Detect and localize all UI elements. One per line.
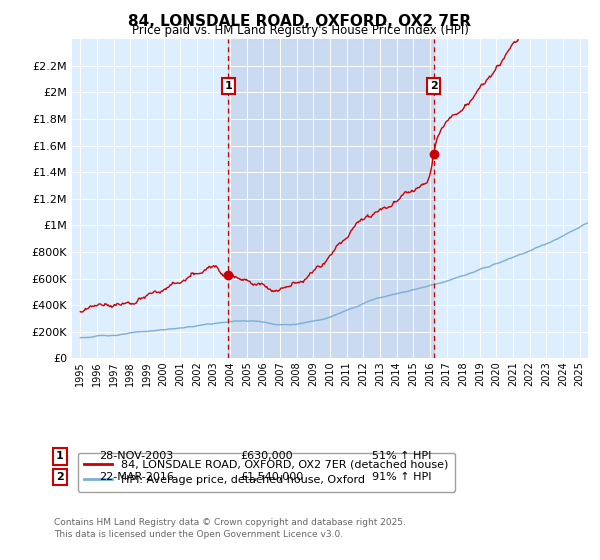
Text: 2: 2 <box>56 472 64 482</box>
Text: 22-MAR-2016: 22-MAR-2016 <box>99 472 174 482</box>
Text: Contains HM Land Registry data © Crown copyright and database right 2025.
This d: Contains HM Land Registry data © Crown c… <box>54 518 406 539</box>
Text: 51% ↑ HPI: 51% ↑ HPI <box>372 451 431 461</box>
Bar <box>229 39 434 358</box>
Text: 28-NOV-2003: 28-NOV-2003 <box>99 451 173 461</box>
Text: Price paid vs. HM Land Registry's House Price Index (HPI): Price paid vs. HM Land Registry's House … <box>131 24 469 37</box>
Text: 1: 1 <box>56 451 64 461</box>
Text: 2: 2 <box>430 81 437 91</box>
Text: £1,540,000: £1,540,000 <box>240 472 303 482</box>
Text: £630,000: £630,000 <box>240 451 293 461</box>
Legend: 84, LONSDALE ROAD, OXFORD, OX2 7ER (detached house), HPI: Average price, detache: 84, LONSDALE ROAD, OXFORD, OX2 7ER (deta… <box>77 453 455 492</box>
Text: 91% ↑ HPI: 91% ↑ HPI <box>372 472 431 482</box>
Text: 1: 1 <box>224 81 232 91</box>
Text: 84, LONSDALE ROAD, OXFORD, OX2 7ER: 84, LONSDALE ROAD, OXFORD, OX2 7ER <box>128 14 472 29</box>
